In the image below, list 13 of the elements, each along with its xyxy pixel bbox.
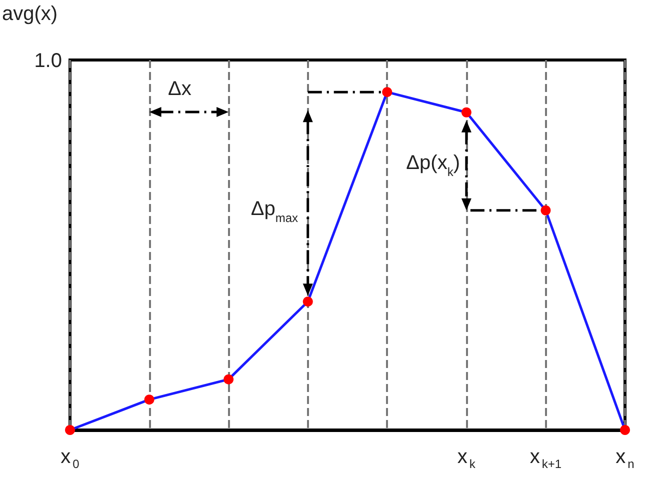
point <box>144 394 154 405</box>
point <box>224 374 234 384</box>
point <box>620 425 630 435</box>
annotation: Δp(x$_{k}$) <box>406 152 460 179</box>
y-axis-title: avg(x) <box>2 3 58 25</box>
point <box>302 296 313 307</box>
annotation: Δp$_{max}$ <box>250 198 298 225</box>
annotation: Δx <box>168 78 192 100</box>
point <box>461 107 472 118</box>
text: 1.0 <box>34 50 62 72</box>
point <box>65 425 75 435</box>
point <box>540 205 551 216</box>
point <box>382 87 392 98</box>
